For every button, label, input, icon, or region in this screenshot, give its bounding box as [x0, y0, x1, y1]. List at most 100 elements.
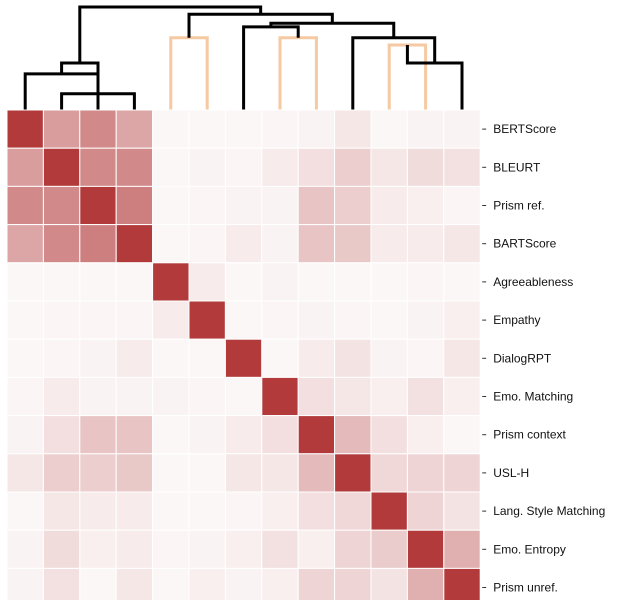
heatmap-cell — [188, 567, 226, 600]
row-label: DialogRPT — [493, 351, 552, 365]
heatmap-cell — [115, 300, 154, 340]
heatmap-cell — [370, 567, 408, 600]
heatmap-cell — [152, 109, 190, 149]
heatmap-cell — [79, 529, 117, 569]
heatmap-cell — [443, 376, 481, 417]
heatmap-cell — [224, 185, 263, 226]
heatmap-cell — [334, 453, 372, 493]
heatmap-cell — [6, 453, 44, 493]
heatmap-cell — [297, 567, 336, 600]
heatmap-cell — [115, 147, 154, 187]
heatmap-cell — [188, 300, 226, 340]
heatmap-cell — [297, 491, 336, 531]
heatmap-cell — [115, 453, 154, 493]
heatmap-cell — [188, 262, 226, 302]
heatmap-cell — [297, 338, 336, 378]
heatmap-cell — [261, 415, 299, 455]
heatmap-cell — [297, 300, 336, 340]
heatmap-cell — [224, 567, 263, 600]
heatmap-cell — [297, 529, 336, 569]
heatmap-cell — [297, 262, 336, 302]
dendrogram-link — [269, 21, 396, 38]
heatmap-cell — [334, 185, 372, 226]
heatmap-cell — [6, 185, 44, 226]
heatmap-cell — [297, 185, 336, 226]
heatmap-cell — [79, 147, 117, 187]
heatmap-cell — [42, 147, 81, 187]
heatmap-cell — [443, 338, 481, 378]
heatmap-cell — [79, 262, 117, 302]
heatmap-cell — [115, 185, 154, 226]
heatmap-cell — [406, 262, 445, 302]
heatmap-cell — [370, 300, 408, 340]
heatmap-cell — [6, 224, 44, 264]
dendrogram-link — [169, 36, 209, 110]
heatmap-cell — [406, 109, 445, 149]
heatmap-cell — [261, 185, 299, 226]
heatmap-cell — [224, 300, 263, 340]
heatmap-cell — [443, 147, 481, 187]
row-label: Lang. Style Matching — [493, 504, 605, 518]
heatmap-cell — [6, 262, 44, 302]
heatmap-cell — [188, 453, 226, 493]
heatmap-cell — [188, 224, 226, 264]
heatmap-cell — [443, 529, 481, 569]
heatmap-cell — [406, 453, 445, 493]
heatmap-cell — [42, 185, 81, 226]
heatmap-cell — [297, 147, 336, 187]
heatmap-cell — [42, 491, 81, 531]
heatmap-cell — [152, 300, 190, 340]
heatmap-cell — [406, 300, 445, 340]
heatmap-cell — [261, 567, 299, 600]
heatmap-cell — [261, 529, 299, 569]
heatmap-cell — [6, 529, 44, 569]
heatmap-cell — [6, 415, 44, 455]
heatmap-cell — [6, 567, 44, 600]
heatmap-cell — [406, 185, 445, 226]
heatmap-cell — [334, 529, 372, 569]
heatmap-cell — [188, 147, 226, 187]
heatmap-cell — [79, 491, 117, 531]
heatmap-cell — [370, 376, 408, 417]
heatmap-cell — [370, 453, 408, 493]
heatmap-cell — [42, 338, 81, 378]
heatmap-cell — [42, 415, 81, 455]
heatmap-cell — [443, 109, 481, 149]
heatmap-cell — [370, 529, 408, 569]
dendrogram-link — [242, 25, 300, 110]
row-label: Prism unref. — [493, 581, 558, 595]
heatmap-cell — [406, 376, 445, 417]
heatmap-cell — [370, 262, 408, 302]
heatmap-cells — [6, 109, 481, 600]
heatmap-cell — [406, 224, 445, 264]
heatmap-cell — [6, 147, 44, 187]
dendrogram-link — [187, 12, 334, 38]
heatmap-cell — [115, 109, 154, 149]
heatmap-cell — [370, 185, 408, 226]
heatmap-cell — [79, 224, 117, 264]
heatmap-cell — [370, 338, 408, 378]
heatmap-cell — [152, 224, 190, 264]
heatmap-cell — [79, 567, 117, 600]
heatmap-cell — [42, 109, 81, 149]
row-labels: BERTScore BLEURT Prism ref. BARTScore Agreea… — [482, 122, 605, 595]
heatmap-cell — [334, 300, 372, 340]
heatmap-cell — [79, 185, 117, 226]
heatmap-cell — [79, 109, 117, 149]
heatmap-cell — [42, 453, 81, 493]
heatmap-cell — [334, 262, 372, 302]
heatmap-cell — [79, 376, 117, 417]
column-dendrogram — [23, 5, 464, 110]
heatmap-cell — [188, 109, 226, 149]
heatmap-cell — [152, 491, 190, 531]
dendrogram-link — [60, 61, 100, 110]
row-label: Prism context — [493, 428, 566, 442]
heatmap-cell — [261, 109, 299, 149]
heatmap-cell — [443, 415, 481, 455]
heatmap-cell — [188, 376, 226, 417]
heatmap-cell — [152, 453, 190, 493]
heatmap-cell — [115, 415, 154, 455]
heatmap-cell — [406, 147, 445, 187]
dendrogram-link — [78, 5, 263, 64]
